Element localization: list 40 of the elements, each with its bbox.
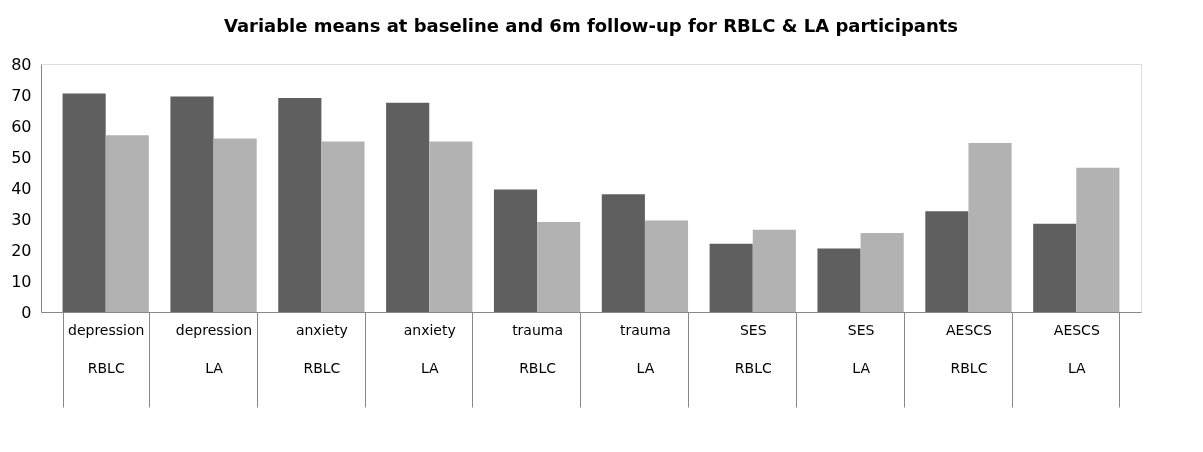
- bar: [386, 102, 430, 312]
- bar: [968, 143, 1012, 312]
- bar: [1033, 223, 1077, 312]
- y-tick-label: 30: [11, 209, 32, 229]
- chart-title: Variable means at baseline and 6m follow-up for RBLC & LA participants: [223, 15, 959, 36]
- bar: [817, 248, 861, 312]
- bar: [1076, 167, 1120, 312]
- category-label: AESCS LA: [1053, 321, 1100, 376]
- bar: [601, 194, 645, 312]
- category-label: anxiety RBLC: [295, 321, 348, 376]
- bar: [925, 211, 969, 312]
- bar: [860, 232, 904, 312]
- y-tick-label: 10: [11, 271, 32, 291]
- bar: [537, 222, 581, 312]
- category-label: trauma LA: [619, 321, 671, 376]
- category-label: anxiety LA: [403, 321, 456, 376]
- bar: [709, 243, 753, 312]
- bar: [321, 141, 365, 312]
- category-label: depression LA: [175, 321, 253, 376]
- bar: [278, 98, 322, 312]
- category-label: SES RBLC: [734, 321, 772, 376]
- y-tick-label: 50: [11, 147, 32, 167]
- y-tick-label: 0: [21, 302, 32, 322]
- bar: [493, 189, 538, 312]
- bar: [752, 229, 796, 312]
- category-label: depression RBLC: [68, 321, 145, 376]
- y-tick-label: 40: [11, 178, 32, 198]
- category-label: trauma RBLC: [512, 321, 564, 376]
- category-label: AESCS RBLC: [945, 321, 992, 376]
- category-label: SES LA: [847, 321, 875, 376]
- y-tick-label: 60: [11, 116, 32, 136]
- y-tick-label: 70: [11, 85, 32, 105]
- bar: [170, 96, 214, 312]
- bar: [213, 138, 257, 312]
- bar: [429, 141, 473, 312]
- bar: [644, 220, 689, 312]
- bar: [62, 93, 106, 312]
- bar: [105, 135, 149, 312]
- y-tick-label: 20: [11, 240, 32, 260]
- y-tick-label: 80: [11, 54, 32, 74]
